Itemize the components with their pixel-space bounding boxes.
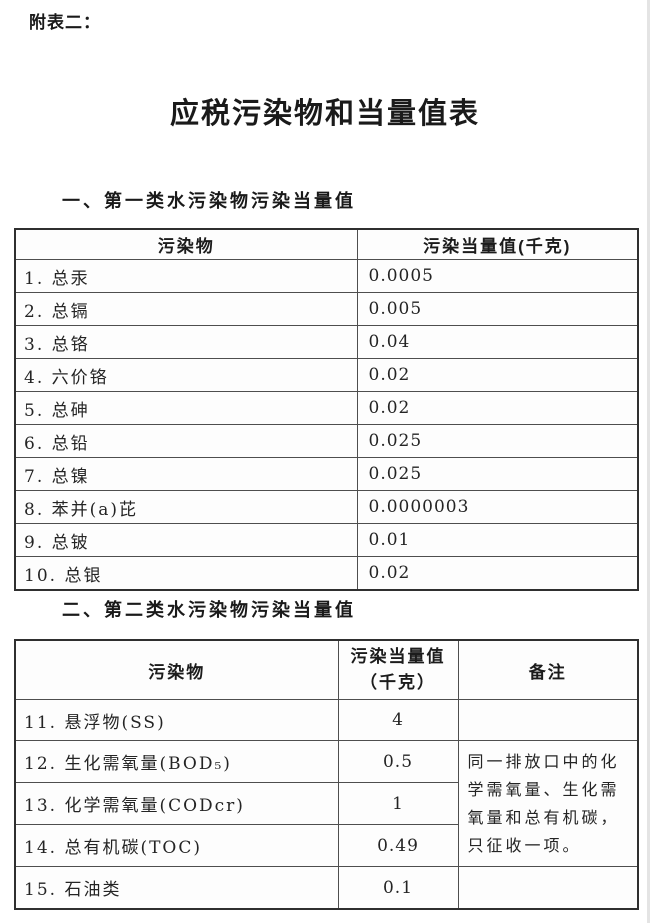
table-row: 12. 生化需氧量(BOD₅) 0.5 同一排放口中的化 学需氧量、生化需 氧量… (14, 740, 639, 867)
table-row: 10. 总银 0.02 (14, 556, 639, 591)
pollutant-name-cell: 9. 总铍 (14, 523, 358, 557)
pollutant-name-cell: 15. 石油类 (14, 866, 339, 910)
table-row: 13. 化学需氧量(CODcr) 1 (14, 782, 638, 825)
table-row: 14. 总有机碳(TOC) 0.49 (14, 824, 638, 867)
column-header-remark: 备注 (457, 639, 639, 700)
equivalent-value-cell: 0.025 (356, 457, 639, 491)
first-class-water-pollutants-table: 污染物 污染当量值(千克) 1. 总汞 0.0005 2. 总镉 0.005 3… (14, 228, 639, 591)
equivalent-value-cell: 0.01 (356, 523, 639, 557)
table-row: 15. 石油类 0.1 (14, 866, 639, 910)
remark-cell (457, 699, 639, 741)
remark-cell (457, 866, 639, 910)
equivalent-value-cell: 0.02 (356, 391, 639, 425)
table-row: 5. 总砷 0.02 (14, 391, 639, 425)
pollutant-name-cell: 8. 苯并(a)芘 (14, 490, 358, 524)
pollutant-name-cell: 1. 总汞 (14, 259, 358, 293)
merged-remark-cell: 同一排放口中的化 学需氧量、生化需 氧量和总有机碳， 只征收一项。 (457, 740, 639, 867)
table-row: 11. 悬浮物(SS) 4 (14, 699, 639, 741)
equivalent-value-cell: 1 (337, 782, 459, 825)
table-row: 污染物 污染当量值 （千克） 备注 (14, 639, 639, 700)
column-header-equivalent-value: 污染当量值 （千克） (337, 639, 459, 700)
column-header-equivalent-value: 污染当量值(千克) (356, 228, 639, 260)
equivalent-value-cell: 0.1 (337, 866, 459, 910)
pollutant-name-cell: 11. 悬浮物(SS) (14, 699, 339, 741)
pollutant-name-cell: 2. 总镉 (14, 292, 358, 326)
header-line-1: 污染当量值 (350, 647, 446, 666)
column-header-pollutant: 污染物 (14, 639, 339, 700)
table-row: 1. 总汞 0.0005 (14, 259, 639, 293)
section-2-heading: 二、第二类水污染物污染当量值 (62, 600, 356, 620)
annex-label: 附表二： (29, 13, 101, 32)
pollutant-name-cell: 10. 总银 (14, 556, 358, 591)
equivalent-value-cell: 4 (337, 699, 459, 741)
table-row: 8. 苯并(a)芘 0.0000003 (14, 490, 639, 524)
table-row: 6. 总铅 0.025 (14, 424, 639, 458)
section-1-heading: 一、第一类水污染物污染当量值 (62, 191, 356, 211)
equivalent-value-cell: 0.49 (337, 824, 459, 867)
pollutant-name-cell: 5. 总砷 (14, 391, 358, 425)
pollutant-name-cell: 14. 总有机碳(TOC) (14, 824, 339, 867)
equivalent-value-cell: 0.0000003 (356, 490, 639, 524)
table-row: 3. 总铬 0.04 (14, 325, 639, 359)
table-row: 7. 总镍 0.025 (14, 457, 639, 491)
header-line-2: （千克） (360, 673, 436, 692)
table-row: 2. 总镉 0.005 (14, 292, 639, 326)
column-header-pollutant: 污染物 (14, 228, 358, 260)
pollutant-name-cell: 3. 总铬 (14, 325, 358, 359)
equivalent-value-cell: 0.04 (356, 325, 639, 359)
equivalent-value-cell: 0.02 (356, 556, 639, 591)
equivalent-value-cell: 0.025 (356, 424, 639, 458)
table-row: 4. 六价铬 0.02 (14, 358, 639, 392)
equivalent-value-cell: 0.02 (356, 358, 639, 392)
pollutant-name-cell: 13. 化学需氧量(CODcr) (14, 782, 339, 825)
equivalent-value-cell: 0.5 (337, 740, 459, 783)
page-title: 应税污染物和当量值表 (169, 96, 480, 130)
pollutant-name-cell: 12. 生化需氧量(BOD₅) (14, 740, 339, 783)
equivalent-value-cell: 0.0005 (356, 259, 639, 293)
scan-edge-artifact (647, 0, 650, 923)
equivalent-value-cell: 0.005 (356, 292, 639, 326)
table-row: 污染物 污染当量值(千克) (14, 228, 639, 260)
table-row: 9. 总铍 0.01 (14, 523, 639, 557)
pollutant-name-cell: 6. 总铅 (14, 424, 358, 458)
pollutant-name-cell: 4. 六价铬 (14, 358, 358, 392)
pollutant-name-cell: 7. 总镍 (14, 457, 358, 491)
second-class-water-pollutants-table: 污染物 污染当量值 （千克） 备注 11. 悬浮物(SS) 4 12. 生化需氧… (14, 639, 639, 910)
